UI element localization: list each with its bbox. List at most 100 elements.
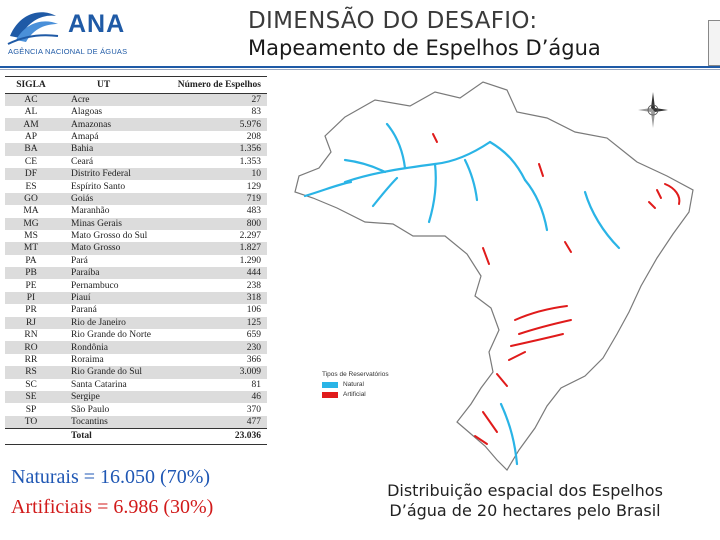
table-cell-ut: Paraíba [57,267,167,280]
table-cell-sigla: AL [5,106,57,119]
table-cell-ut: Ceará [57,155,167,168]
table-cell-sigla: RS [5,366,57,379]
table-row: MS Mato Grosso do Sul 2.297 [5,229,267,243]
map-caption: Distribuição espacial dos Espelhos D’águ… [360,481,690,521]
table-cell-count: 129 [167,180,267,193]
table-cell-sigla: TO [5,415,57,429]
total-label: Total [57,427,167,445]
table-cell-ut: Espírito Santo [57,180,167,193]
table-cell-count: 800 [167,217,267,230]
table-cell-ut: Pernambuco [57,279,167,292]
table-cell-sigla: SP [5,403,57,416]
legend-label-artificial: Artificial [343,391,366,398]
table-cell-sigla: MA [5,205,57,218]
table-cell-sigla: CE [5,155,57,168]
table-row: DF Distrito Federal 10 [5,167,267,181]
table-row: AP Amapá 208 [5,130,267,144]
artificial-total-stat: Artificiais = 6.986 (30%) [11,496,214,518]
artificial-reservoirs-layer [432,133,681,445]
table-body: AC Acre 27 AL Alagoas 83 AM Amazonas 5.976 AP Amap… [5,93,267,429]
table-cell-count: 370 [167,403,267,416]
table-row: RO Rondônia 230 [5,341,267,354]
table-cell-sigla: MG [5,217,57,230]
table-cell-ut: Rio de Janeiro [57,316,167,330]
table-cell-ut: Maranhão [57,205,167,218]
table-cell-count: 1.827 [167,242,267,255]
header-divider-secondary [0,69,720,70]
table-cell-count: 125 [167,316,267,330]
table-cell-count: 83 [167,106,267,119]
logo-name: ANA [68,10,126,38]
legend-swatch-natural [322,381,338,388]
table-cell-sigla: ES [5,180,57,193]
table-cell-ut: Amazonas [57,118,167,131]
ana-wave-logo-icon [7,12,59,45]
table-cell-count: 659 [167,329,267,342]
table-cell-sigla: BA [5,143,57,156]
table-row: BA Bahia 1.356 [5,143,267,156]
table-cell-count: 230 [167,341,267,354]
map-caption-line-2: D’água de 20 hectares pelo Brasil [389,501,661,520]
table-cell-count: 1.353 [167,155,267,168]
table-row: PE Pernambuco 238 [5,279,267,292]
legend-title: Tipos de Reservatórios [322,371,389,378]
table-row: RS Rio Grande do Sul 3.009 [5,366,267,379]
table-row: AM Amazonas 5.976 [5,118,267,131]
table-cell-sigla: SE [5,390,57,404]
table-cell-ut: Amapá [57,130,167,144]
table-cell-ut: Tocantins [57,415,167,429]
column-header-sigla: SIGLA [5,76,57,94]
table-cell-count: 106 [167,304,267,317]
table-cell-count: 46 [167,390,267,404]
brazil-country-outline [294,81,694,471]
legend-item-artificial: Artificial [322,391,412,398]
table-cell-ut: Acre [57,93,167,106]
legend-item-natural: Natural [322,381,412,388]
table-cell-ut: São Paulo [57,403,167,416]
table-row: AC Acre 27 [5,93,267,106]
table-cell-ut: Pará [57,254,167,268]
table-cell-count: 238 [167,279,267,292]
map-caption-line-1: Distribuição espacial dos Espelhos [387,481,663,500]
table-cell-sigla: AM [5,118,57,131]
table-cell-ut: Paraná [57,304,167,317]
table-cell-ut: Sergipe [57,390,167,404]
table-row: GO Goiás 719 [5,192,267,206]
table-cell-count: 444 [167,267,267,280]
table-cell-sigla: PI [5,291,57,305]
table-cell-ut: Alagoas [57,106,167,119]
table-cell-sigla: MS [5,229,57,243]
table-cell-count: 477 [167,415,267,429]
table-cell-sigla: RN [5,329,57,342]
north-compass-icon [638,92,668,128]
table-cell-count: 5.976 [167,118,267,131]
table-cell-ut: Bahia [57,143,167,156]
table-cell-sigla: RJ [5,316,57,330]
table-cell-sigla: PE [5,279,57,292]
table-cell-count: 483 [167,205,267,218]
table-cell-sigla: MT [5,242,57,255]
brazil-reservoir-map [294,81,694,471]
natural-total-stat: Naturais = 16.050 (70%) [11,466,211,488]
table-row: RN Rio Grande do Norte 659 [5,329,267,342]
table-cell-count: 2.297 [167,229,267,243]
table-cell-count: 1.356 [167,143,267,156]
table-cell-sigla: DF [5,167,57,181]
table-row: PA Pará 1.290 [5,254,267,268]
table-cell-sigla: AC [5,93,57,106]
table-row: SE Sergipe 46 [5,390,267,404]
table-cell-sigla: RO [5,341,57,354]
table-cell-count: 318 [167,291,267,305]
table-row: MT Mato Grosso 1.827 [5,242,267,255]
table-cell-count: 719 [167,192,267,206]
legend-label-natural: Natural [343,381,364,388]
table-cell-sigla: PR [5,304,57,317]
table-cell-ut: Santa Catarina [57,378,167,391]
table-row: SC Santa Catarina 81 [5,378,267,391]
title-main: DIMENSÃO DO DESAFIO: [248,8,538,34]
table-row: TO Tocantins 477 [5,415,267,429]
table-row: RJ Rio de Janeiro 125 [5,316,267,330]
reservoir-count-table: SIGLA UT Número de Espelhos AC Acre 27 AL Al… [5,76,267,445]
table-cell-ut: Roraima [57,353,167,367]
map-legend: Tipos de Reservatórios Natural Artificia… [322,371,412,401]
